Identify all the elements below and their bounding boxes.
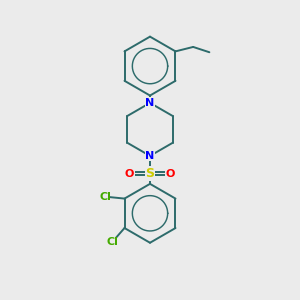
Text: Cl: Cl bbox=[106, 237, 118, 247]
Text: S: S bbox=[146, 167, 154, 180]
Text: Cl: Cl bbox=[99, 192, 111, 202]
Text: N: N bbox=[146, 98, 154, 108]
Text: O: O bbox=[166, 169, 175, 178]
Text: N: N bbox=[146, 151, 154, 161]
Text: O: O bbox=[125, 169, 134, 178]
